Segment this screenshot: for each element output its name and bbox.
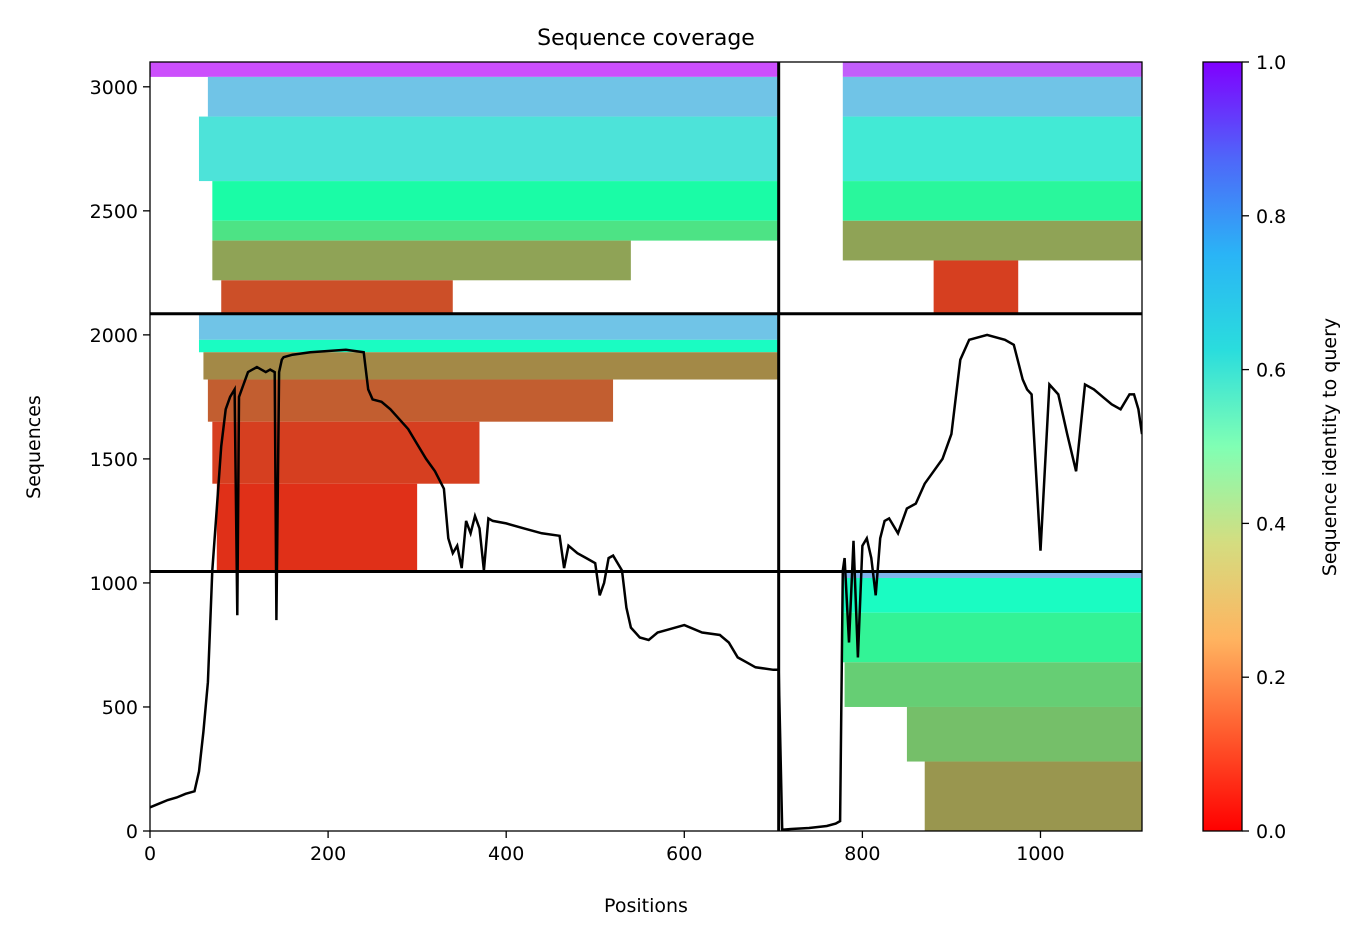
coverage-block (212, 181, 779, 221)
y-tick-label: 3000 (90, 77, 138, 99)
x-tick-label: 200 (310, 843, 346, 865)
coverage-block (842, 62, 1142, 77)
y-axis: 0 500 1000 1500 2000 2500 3000 (90, 77, 150, 843)
coverage-block (198, 339, 779, 353)
coverage-block (212, 220, 779, 241)
coverage-block (924, 761, 1142, 831)
coverage-heatmap (150, 62, 1142, 831)
y-tick-label: 2500 (90, 201, 138, 223)
colorbar: 0.0 0.2 0.4 0.6 0.8 1.0 Sequence identity to … (1202, 52, 1341, 843)
coverage-block (150, 62, 779, 77)
chart-title: Sequence coverage (537, 26, 755, 51)
coverage-block (216, 483, 418, 572)
coverage-block (842, 612, 1142, 663)
colorbar-ticks: 0.0 0.2 0.4 0.6 0.8 1.0 (1242, 52, 1286, 843)
x-tick-label: 800 (844, 843, 880, 865)
coverage-block (207, 379, 614, 422)
plot-frame (149, 61, 1143, 832)
x-axis: 0 200 400 600 800 1000 (144, 831, 1065, 865)
coverage-block (207, 76, 779, 117)
y-axis-label: Sequences (23, 395, 45, 499)
coverage-block (842, 220, 1142, 261)
colorbar-tick-label: 0.6 (1256, 360, 1286, 382)
y-tick-label: 0 (126, 821, 138, 843)
y-tick-label: 2000 (90, 325, 138, 347)
coverage-block (198, 116, 779, 182)
colorbar-tick-label: 0.8 (1256, 206, 1286, 228)
coverage-block (212, 421, 480, 484)
x-tick-label: 0 (144, 843, 156, 865)
x-axis-label: Positions (604, 895, 688, 917)
y-tick-label: 1500 (90, 449, 138, 471)
colorbar-tick-label: 1.0 (1256, 52, 1286, 74)
coverage-block (842, 116, 1142, 182)
coverage-block (842, 76, 1142, 117)
coverage-block (212, 240, 631, 281)
coverage-block (933, 260, 1019, 314)
coverage-block (842, 577, 1142, 613)
coverage-block (842, 571, 1142, 578)
colorbar-gradient (1202, 61, 1243, 832)
y-tick-label: 1000 (90, 573, 138, 595)
colorbar-tick-label: 0.0 (1256, 821, 1286, 843)
x-tick-label: 1000 (1016, 843, 1064, 865)
colorbar-label: Sequence identity to query (1319, 318, 1341, 576)
coverage-block (906, 706, 1142, 762)
x-tick-label: 600 (666, 843, 702, 865)
coverage-line (150, 333, 1142, 831)
coverage-block (203, 352, 779, 380)
y-tick-label: 500 (102, 697, 138, 719)
colorbar-tick-label: 0.4 (1256, 513, 1286, 535)
coverage-block (844, 662, 1142, 707)
coverage-block (198, 313, 779, 340)
coverage-block (221, 280, 453, 314)
coverage-block (842, 181, 1142, 221)
plot-area (149, 61, 1143, 832)
colorbar-tick-label: 0.2 (1256, 667, 1286, 689)
x-tick-label: 400 (488, 843, 524, 865)
